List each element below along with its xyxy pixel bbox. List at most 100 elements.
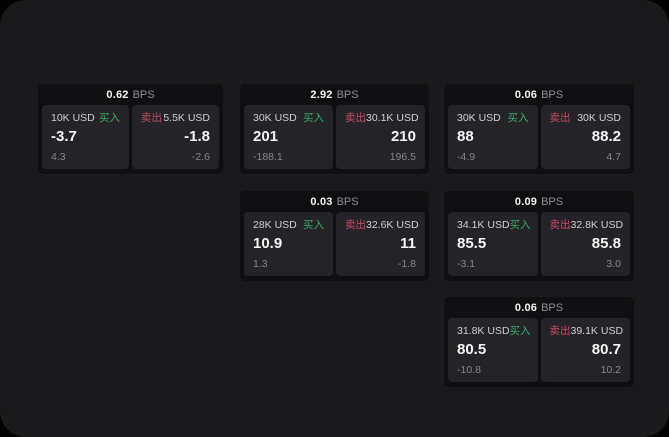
bps-value: 0.06	[514, 88, 538, 101]
buy-amount: 28K USD	[253, 219, 297, 231]
bps-unit-label: BPS	[541, 195, 564, 208]
spread-card: 0.03 BPS 28K USD 买入 10.9 1.3 卖出 32.6K US…	[240, 191, 429, 281]
buy-value: -3.7	[51, 128, 77, 145]
sell-side-label: 卖出	[141, 112, 162, 124]
buy-panel-top: 28K USD 买入	[253, 219, 324, 232]
sell-panel-top: 卖出 32.8K USD	[550, 219, 624, 232]
card-header: 0.03 BPS	[240, 191, 429, 212]
buy-side-label: 买入	[99, 112, 120, 124]
bps-value: 0.06	[514, 301, 538, 314]
sell-panel[interactable]: 卖出 32.6K USD 11 -1.8	[336, 212, 425, 276]
sell-panel[interactable]: 卖出 39.1K USD 80.7 10.2	[540, 318, 630, 382]
buy-panel-top: 10K USD 买入	[51, 112, 120, 125]
sell-panel-top: 卖出 32.6K USD	[345, 219, 419, 232]
buy-panel[interactable]: 28K USD 买入 10.9 1.3	[244, 212, 333, 276]
buy-panel-top: 34.1K USD 买入	[457, 219, 531, 232]
spread-card: 0.09 BPS 34.1K USD 买入 85.5 -3.1 卖出 32.8K…	[444, 191, 634, 281]
bps-unit-label: BPS	[541, 88, 564, 101]
sell-panel-top: 卖出 30K USD	[550, 112, 622, 125]
buy-panel[interactable]: 10K USD 买入 -3.7 4.3	[42, 105, 129, 169]
spread-card: 0.06 BPS 31.8K USD 买入 80.5 -10.8 卖出 39.1…	[444, 297, 634, 387]
sell-value: -1.8	[184, 128, 210, 145]
buy-panel-top: 30K USD 买入	[253, 112, 324, 125]
sell-side-label: 卖出	[345, 219, 366, 231]
card-body: 30K USD 买入 88 -4.9 卖出 30K USD 88.2 4.7	[444, 105, 634, 169]
spread-card: 2.92 BPS 30K USD 买入 201 -188.1 卖出 30.1K …	[240, 84, 429, 174]
buy-value: 88	[457, 128, 474, 145]
bps-value: 0.09	[514, 195, 538, 208]
bps-value: 2.92	[310, 88, 333, 101]
buy-delta: 4.3	[51, 151, 66, 163]
buy-side-label: 买入	[509, 219, 531, 231]
buy-amount: 30K USD	[253, 112, 297, 124]
spread-card: 0.06 BPS 30K USD 买入 88 -4.9 卖出 30K USD 8…	[444, 84, 634, 174]
sell-panel[interactable]: 卖出 32.8K USD 85.8 3.0	[540, 212, 630, 276]
buy-side-label: 买入	[303, 112, 324, 124]
sell-panel-top: 卖出 30.1K USD	[345, 112, 419, 125]
sell-delta: -1.8	[397, 258, 416, 270]
card-header: 2.92 BPS	[240, 84, 429, 105]
sell-value: 88.2	[591, 128, 621, 145]
sell-panel[interactable]: 卖出 30.1K USD 210 196.5	[336, 105, 425, 169]
card-body: 10K USD 买入 -3.7 4.3 卖出 5.5K USD -1.8 -2.…	[38, 105, 223, 169]
sell-panel-top: 卖出 39.1K USD	[549, 325, 624, 338]
buy-amount: 10K USD	[51, 112, 95, 124]
sell-value: 80.7	[591, 341, 621, 358]
sell-delta: 3.0	[606, 258, 621, 270]
bps-unit-label: BPS	[132, 88, 155, 101]
sell-amount: 32.8K USD	[570, 219, 624, 231]
sell-side-label: 卖出	[549, 325, 571, 337]
sell-delta: 4.7	[606, 151, 621, 163]
sell-amount: 30.1K USD	[366, 112, 419, 124]
buy-side-label: 买入	[507, 112, 529, 124]
sell-panel[interactable]: 卖出 30K USD 88.2 4.7	[540, 105, 630, 169]
sell-panel[interactable]: 卖出 5.5K USD -1.8 -2.6	[132, 105, 219, 169]
bps-value: 0.03	[310, 195, 333, 208]
sell-amount: 5.5K USD	[163, 112, 210, 124]
sell-amount: 39.1K USD	[570, 325, 624, 337]
sell-amount: 32.6K USD	[366, 219, 419, 231]
bps-value: 0.62	[106, 88, 129, 101]
card-body: 28K USD 买入 10.9 1.3 卖出 32.6K USD 11 -1.8	[240, 212, 429, 276]
card-body: 30K USD 买入 201 -188.1 卖出 30.1K USD 210 1…	[240, 105, 429, 169]
buy-delta: -3.1	[457, 258, 476, 270]
buy-value: 85.5	[457, 235, 487, 252]
buy-panel-top: 30K USD 买入	[457, 112, 529, 125]
spread-card: 0.62 BPS 10K USD 买入 -3.7 4.3 卖出 5.5K USD…	[38, 84, 223, 174]
sell-amount: 30K USD	[577, 112, 621, 124]
sell-delta: 196.5	[389, 151, 416, 163]
sell-side-label: 卖出	[549, 112, 571, 124]
card-header: 0.09 BPS	[444, 191, 634, 212]
buy-panel[interactable]: 31.8K USD 买入 80.5 -10.8	[448, 318, 538, 382]
bps-unit-label: BPS	[336, 88, 359, 101]
sell-value: 11	[400, 235, 416, 252]
buy-panel[interactable]: 34.1K USD 买入 85.5 -3.1	[448, 212, 538, 276]
buy-delta: -4.9	[457, 151, 476, 163]
bps-unit-label: BPS	[336, 195, 359, 208]
buy-side-label: 买入	[509, 325, 531, 337]
buy-panel[interactable]: 30K USD 买入 88 -4.9	[448, 105, 538, 169]
buy-amount: 31.8K USD	[457, 325, 510, 337]
sell-panel-top: 卖出 5.5K USD	[141, 112, 210, 125]
sell-delta: 10.2	[600, 364, 621, 376]
buy-side-label: 买入	[303, 219, 324, 231]
buy-panel[interactable]: 30K USD 买入 201 -188.1	[244, 105, 333, 169]
buy-amount: 30K USD	[457, 112, 501, 124]
card-header: 0.06 BPS	[444, 84, 634, 105]
buy-delta: -10.8	[457, 364, 481, 376]
buy-value: 201	[253, 128, 279, 145]
buy-delta: 1.3	[253, 258, 268, 270]
card-body: 31.8K USD 买入 80.5 -10.8 卖出 39.1K USD 80.…	[444, 318, 634, 382]
buy-value: 10.9	[253, 235, 283, 252]
sell-value: 85.8	[591, 235, 621, 252]
buy-panel-top: 31.8K USD 买入	[457, 325, 531, 338]
card-header: 0.06 BPS	[444, 297, 634, 318]
sell-delta: -2.6	[191, 151, 210, 163]
sell-value: 210	[390, 128, 416, 145]
bps-unit-label: BPS	[541, 301, 564, 314]
buy-value: 80.5	[457, 341, 487, 358]
buy-amount: 34.1K USD	[457, 219, 510, 231]
card-body: 34.1K USD 买入 85.5 -3.1 卖出 32.8K USD 85.8…	[444, 212, 634, 276]
buy-delta: -188.1	[253, 151, 283, 163]
